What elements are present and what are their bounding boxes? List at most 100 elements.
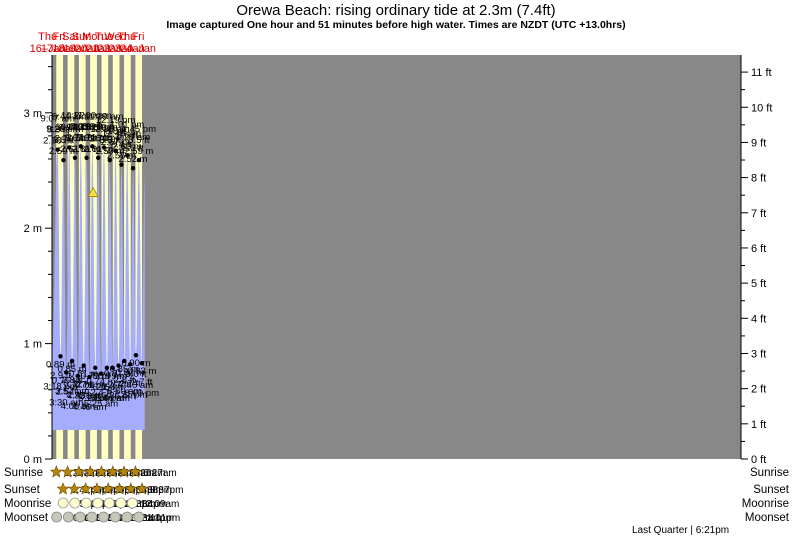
low-tide-label: 2.8 ft xyxy=(62,375,83,386)
y-tick-label-ft: 8 ft xyxy=(751,173,766,185)
moonset-icon xyxy=(62,511,74,523)
low-tide-label: 0.89 m xyxy=(46,359,75,370)
high-tide-label: 8.6 ft xyxy=(88,133,109,144)
high-tide-label: 2.71 m xyxy=(66,132,95,143)
high-tide-label: 2.63 m xyxy=(113,141,142,152)
high-tide-label: 11:39 am xyxy=(85,111,124,122)
sunrise-icon xyxy=(95,465,108,478)
tide-extreme-point xyxy=(133,352,139,358)
tide-extreme-point xyxy=(84,155,89,161)
high-tide-label: 9:26 pm xyxy=(46,124,80,135)
high-tide-label: 10:22 am xyxy=(61,110,101,121)
sunrise-icon xyxy=(128,465,142,478)
high-tide-label: 8.6 ft xyxy=(117,130,138,141)
day-label-date: 18–Jan xyxy=(52,43,88,55)
low-tide-label: 6:50 am xyxy=(107,386,141,397)
tide-extreme-point xyxy=(90,144,95,149)
moonrise-icon xyxy=(57,497,69,509)
low-tide-label: 0.81 m xyxy=(104,369,133,380)
tide-extreme-point xyxy=(122,358,127,364)
y-tick-label-ft: 11 ft xyxy=(751,67,772,79)
tide-extreme-point xyxy=(66,145,72,150)
low-tide-label: 0.74 m xyxy=(87,377,116,388)
high-tide-label: 2.67 m xyxy=(101,137,130,148)
low-tide-label: 3:30 am xyxy=(49,397,83,408)
low-tide-label: 3:18 pm xyxy=(43,381,77,392)
tide-extreme-point xyxy=(107,157,113,163)
high-tide-label: 11:00 am xyxy=(73,110,112,121)
astronomy-rows: Sunrise Sunrise Sunset Sunset Moonrise Moonri… xyxy=(4,465,790,536)
tide-extreme-point xyxy=(55,147,60,152)
tide-extreme-point xyxy=(136,157,142,163)
day-label-date: 23–Jan xyxy=(109,43,145,55)
y-tick-label-ft: 4 ft xyxy=(751,313,766,325)
tide-extreme-point xyxy=(93,365,98,371)
tide-extreme-point xyxy=(58,354,63,359)
high-tide-label: 2.70 m xyxy=(89,133,118,144)
y-tick-label-ft: 10 ft xyxy=(751,102,772,114)
y-tick-label-m: 0 m xyxy=(24,454,42,466)
low-tide-label: 7:21 pm xyxy=(113,389,147,400)
moonrise-icon xyxy=(115,497,127,509)
low-tide-label: 0.85 m xyxy=(58,364,87,375)
day-label-date: 22–Jan xyxy=(97,43,133,55)
tide-extreme-point xyxy=(81,363,86,368)
low-tide-label: 2.4 ft xyxy=(90,388,111,399)
sunrise-icon xyxy=(61,465,75,478)
tide-extreme-point xyxy=(113,148,118,154)
high-tide-label: 8.8 ft xyxy=(47,125,68,136)
high-tide-label: 10:06 pm xyxy=(55,122,95,133)
high-tide-label: 1:01 pm xyxy=(110,119,144,130)
high-tide-label: 8.5 ft xyxy=(128,135,149,146)
low-tide-label: 5:25 am xyxy=(84,399,118,410)
low-tide-label: 4:35 pm xyxy=(67,391,101,402)
high-tide-label: 2.59 m xyxy=(95,146,124,157)
sunset-icon xyxy=(90,482,104,495)
tide-extreme-point xyxy=(61,157,66,163)
row-label-left: Sunrise xyxy=(4,467,43,479)
low-tide-label: 0.71 m xyxy=(75,380,104,391)
tide-extreme-point xyxy=(124,153,130,158)
high-tide-label: 2.68 m xyxy=(43,136,72,147)
row-label-right: Moonrise xyxy=(742,498,789,510)
high-tide-label: 8.9 ft xyxy=(82,121,103,132)
day-label-dow: Sun xyxy=(72,31,92,43)
moonset-icon xyxy=(121,511,133,523)
low-tide-label: 8:09 pm xyxy=(125,388,159,399)
day-label-dow: Sat xyxy=(62,31,79,43)
low-tide-label: 2.6 ft xyxy=(85,382,106,393)
day-label-date: 16–Jan xyxy=(30,43,66,55)
chart-title: Orewa Beach: rising ordinary tide at 2.3… xyxy=(236,2,555,19)
sunset-icon xyxy=(113,482,126,495)
tide-extreme-point xyxy=(127,362,133,367)
high-tide-label: 2.61 m xyxy=(84,144,113,155)
high-tide-label: 11:25 pm xyxy=(79,122,118,133)
low-tide-label: 2.7 ft xyxy=(108,380,129,391)
day-label-date: 21–Jan xyxy=(86,43,122,55)
sunset-icon xyxy=(101,482,115,495)
tide-extreme-point xyxy=(110,365,115,371)
moonset-icon xyxy=(51,511,63,523)
day-label-dow: Thu xyxy=(117,31,136,43)
low-tide-label: 7:40 am xyxy=(119,380,153,391)
moonrise-icon xyxy=(80,497,92,509)
low-tide-label: 5:54 pm xyxy=(90,393,124,404)
low-tide-label: 0.79 m xyxy=(92,371,121,382)
high-tide-label: 2.70 m xyxy=(55,133,84,144)
day-label-dow: Thu xyxy=(38,31,57,43)
high-tide-label: 2.71 m xyxy=(78,132,107,143)
high-tide-label: 8.6 ft xyxy=(64,133,85,144)
sunset-icon xyxy=(124,482,138,495)
tide-extreme-point xyxy=(64,370,69,375)
row-label-right: Moonset xyxy=(745,512,790,524)
high-tide-label: 2.55 m xyxy=(107,151,136,162)
low-tide-label: 2.6 ft xyxy=(96,382,117,393)
high-tide-label: 2.52 m xyxy=(119,154,148,165)
daylight-band xyxy=(78,55,86,459)
daylight-band xyxy=(67,55,75,459)
day-label-dow: Tue xyxy=(95,31,114,43)
water-area xyxy=(52,146,145,430)
night-background xyxy=(52,55,741,459)
y-tick-label-ft: 9 ft xyxy=(751,137,766,149)
